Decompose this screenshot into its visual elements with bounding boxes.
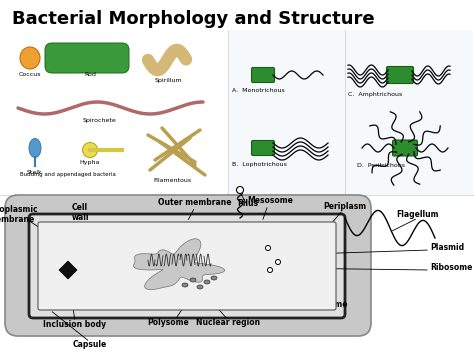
Ellipse shape xyxy=(190,278,196,282)
Ellipse shape xyxy=(211,276,217,280)
Text: Nuclear region: Nuclear region xyxy=(196,318,260,327)
Text: Polysome: Polysome xyxy=(147,318,189,327)
Text: Hypha: Hypha xyxy=(80,160,100,165)
Ellipse shape xyxy=(237,186,244,193)
Text: Spirochete: Spirochete xyxy=(83,118,117,123)
Text: Rod: Rod xyxy=(84,72,96,77)
Ellipse shape xyxy=(29,138,41,158)
Text: Inclusion body: Inclusion body xyxy=(44,320,107,329)
Text: Flagellum: Flagellum xyxy=(397,210,439,219)
Ellipse shape xyxy=(82,142,98,158)
Ellipse shape xyxy=(197,285,203,289)
Text: Plasmid: Plasmid xyxy=(430,244,464,252)
Ellipse shape xyxy=(265,246,271,251)
FancyBboxPatch shape xyxy=(5,195,371,336)
Text: Bacterial Morphology and Structure: Bacterial Morphology and Structure xyxy=(12,10,374,28)
Text: Pilus: Pilus xyxy=(237,199,258,208)
FancyBboxPatch shape xyxy=(252,141,274,155)
Text: Stalk: Stalk xyxy=(27,170,43,175)
Ellipse shape xyxy=(20,47,40,69)
Text: Cell
wall: Cell wall xyxy=(71,203,89,222)
Text: C.  Amphtrichous: C. Amphtrichous xyxy=(348,92,402,97)
Text: D.  Peritrichous: D. Peritrichous xyxy=(357,163,405,168)
FancyBboxPatch shape xyxy=(386,66,413,83)
Text: Outer membrane: Outer membrane xyxy=(158,198,232,207)
Text: Periplasm: Periplasm xyxy=(323,202,366,211)
FancyBboxPatch shape xyxy=(252,67,274,82)
FancyBboxPatch shape xyxy=(29,214,345,318)
Polygon shape xyxy=(133,239,225,290)
Ellipse shape xyxy=(267,268,273,273)
FancyBboxPatch shape xyxy=(45,43,129,73)
Ellipse shape xyxy=(275,260,281,264)
Text: Chromosome: Chromosome xyxy=(292,300,348,309)
Ellipse shape xyxy=(204,280,210,284)
Text: Coccus: Coccus xyxy=(19,72,41,77)
Text: Budding and appendaged bacteria: Budding and appendaged bacteria xyxy=(20,172,116,177)
Text: Spirillum: Spirillum xyxy=(154,78,182,83)
FancyBboxPatch shape xyxy=(392,140,418,156)
Text: Ribosome: Ribosome xyxy=(430,263,473,273)
Text: Capsule: Capsule xyxy=(73,340,107,349)
Text: Cytoplasmic
membrane: Cytoplasmic membrane xyxy=(0,205,38,224)
Text: Mesosome: Mesosome xyxy=(247,196,293,205)
Ellipse shape xyxy=(182,283,188,287)
Polygon shape xyxy=(59,261,77,279)
Text: B.  Lophotrichous: B. Lophotrichous xyxy=(232,162,287,167)
Text: Filamentous: Filamentous xyxy=(153,178,191,183)
FancyBboxPatch shape xyxy=(229,30,473,195)
Text: A.  Monotrichous: A. Monotrichous xyxy=(232,88,285,93)
FancyBboxPatch shape xyxy=(38,222,336,310)
